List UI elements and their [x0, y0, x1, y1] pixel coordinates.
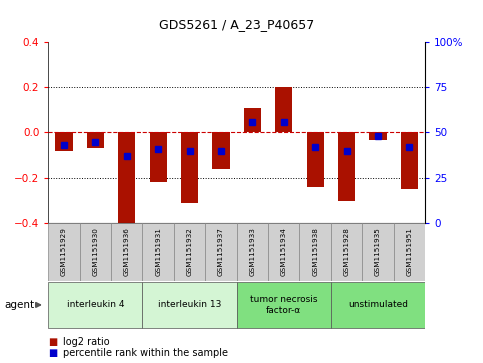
- Bar: [331, 223, 362, 281]
- Text: GSM1151932: GSM1151932: [186, 227, 193, 276]
- Text: GSM1151931: GSM1151931: [155, 227, 161, 276]
- Text: GSM1151928: GSM1151928: [343, 227, 350, 276]
- Bar: [142, 282, 237, 327]
- Bar: [181, 132, 198, 203]
- Bar: [150, 132, 167, 182]
- Bar: [87, 132, 104, 148]
- Bar: [237, 282, 331, 327]
- Text: GSM1151929: GSM1151929: [61, 227, 67, 276]
- Text: GSM1151930: GSM1151930: [92, 227, 99, 276]
- Bar: [299, 223, 331, 281]
- Bar: [142, 223, 174, 281]
- Text: GSM1151951: GSM1151951: [406, 227, 412, 276]
- Text: agent: agent: [5, 300, 35, 310]
- Text: GSM1151935: GSM1151935: [375, 227, 381, 276]
- Bar: [401, 132, 418, 189]
- Bar: [205, 223, 237, 281]
- Text: GSM1151938: GSM1151938: [312, 227, 318, 276]
- Bar: [338, 132, 355, 200]
- Bar: [118, 132, 135, 223]
- Bar: [244, 107, 261, 132]
- Bar: [56, 132, 72, 151]
- Text: GSM1151933: GSM1151933: [249, 227, 256, 276]
- Bar: [394, 223, 425, 281]
- Bar: [174, 223, 205, 281]
- Bar: [362, 223, 394, 281]
- Bar: [268, 223, 299, 281]
- Text: GDS5261 / A_23_P40657: GDS5261 / A_23_P40657: [159, 18, 314, 31]
- Bar: [111, 223, 142, 281]
- Text: percentile rank within the sample: percentile rank within the sample: [63, 348, 228, 358]
- Bar: [369, 132, 386, 140]
- Text: GSM1151937: GSM1151937: [218, 227, 224, 276]
- Bar: [331, 282, 425, 327]
- Bar: [48, 282, 142, 327]
- Text: log2 ratio: log2 ratio: [63, 337, 110, 347]
- Bar: [307, 132, 324, 187]
- Text: GSM1151934: GSM1151934: [281, 227, 287, 276]
- Bar: [275, 87, 292, 132]
- Text: unstimulated: unstimulated: [348, 301, 408, 309]
- Bar: [213, 132, 229, 169]
- Bar: [80, 223, 111, 281]
- Text: ■: ■: [48, 348, 57, 358]
- Bar: [48, 223, 80, 281]
- Text: tumor necrosis
factor-α: tumor necrosis factor-α: [250, 295, 317, 315]
- Bar: [237, 223, 268, 281]
- Text: GSM1151936: GSM1151936: [124, 227, 130, 276]
- Text: interleukin 13: interleukin 13: [158, 301, 221, 309]
- Text: ■: ■: [48, 337, 57, 347]
- Text: interleukin 4: interleukin 4: [67, 301, 124, 309]
